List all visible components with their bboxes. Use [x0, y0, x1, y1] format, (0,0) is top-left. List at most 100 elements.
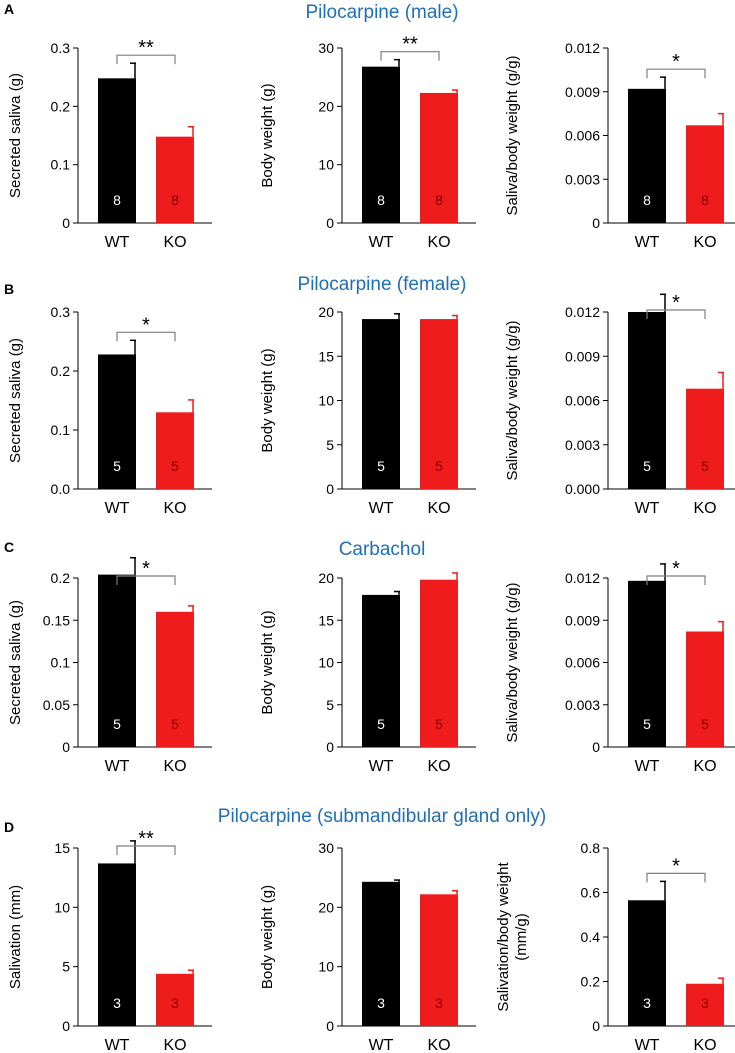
y-tick-label: 0.2: [581, 974, 601, 990]
y-tick-label: 0.009: [565, 612, 600, 628]
sample-size-label: 5: [113, 458, 121, 474]
y-tick-label: 0: [62, 1018, 70, 1034]
y-tick-label: 0.05: [43, 697, 70, 713]
x-category-label: WT: [369, 758, 394, 775]
x-category-label: WT: [105, 234, 130, 251]
y-tick-label: 5: [62, 959, 70, 975]
sample-size-label: 5: [171, 716, 179, 732]
y-tick-label: 0: [62, 215, 70, 231]
x-category-label: KO: [693, 758, 716, 775]
bar-wt: [362, 594, 400, 747]
x-category-label: WT: [635, 500, 660, 517]
y-axis-label: Body weight (g): [259, 83, 276, 187]
y-tick-label: 0.0: [51, 481, 71, 497]
x-category-label: WT: [635, 234, 660, 251]
sample-size-label: 5: [701, 458, 709, 474]
y-tick-label: 0.2: [51, 570, 71, 586]
x-category-label: KO: [427, 758, 450, 775]
x-category-label: KO: [163, 1037, 186, 1053]
y-tick-label: 0.003: [565, 437, 600, 453]
significance-bracket: [380, 51, 440, 61]
y-tick-label: 20: [318, 304, 334, 320]
y-tick-label: 0: [326, 1018, 334, 1034]
sample-size-label: 3: [113, 995, 121, 1011]
y-tick-label: 0: [326, 215, 334, 231]
panel-letter: A: [4, 1, 14, 17]
significance-bracket: [116, 54, 176, 65]
significance-marker: **: [402, 34, 418, 56]
y-axis-label: Salivation (mm): [7, 885, 24, 989]
x-category-label: WT: [369, 500, 394, 517]
y-axis-label: Body weight (g): [259, 885, 276, 989]
sample-size-label: 8: [113, 192, 121, 208]
y-tick-label: 0.3: [51, 40, 71, 56]
y-tick-label: 0: [326, 739, 334, 755]
bar-wt: [362, 881, 400, 1026]
y-tick-label: 0.006: [565, 393, 600, 409]
panel-title: Pilocarpine (submandibular gland only): [218, 806, 546, 827]
significance-bracket: [646, 68, 706, 79]
panel-c: C Carbachol 0 0.05 0.1 0.15 0.2 Secreted saliva…: [4, 539, 735, 775]
chart: 0 0.003 0.006 0.009 0.012 Saliva/body weight …: [504, 40, 735, 251]
x-category-label: KO: [427, 234, 450, 251]
y-tick-label: 0: [326, 481, 334, 497]
significance-bracket: [646, 872, 706, 883]
significance-bracket: [116, 575, 176, 585]
panel-title: Carbachol: [339, 539, 426, 560]
chart: 0 5 10 15 20 Body weight (g) 5 WT 5 KO: [259, 570, 476, 775]
significance-marker: *: [672, 855, 680, 877]
bar-ko: [686, 388, 724, 489]
y-tick-label: 0.006: [565, 655, 600, 671]
significance-bracket: [116, 845, 176, 855]
y-tick-label: 5: [326, 437, 334, 453]
x-category-label: WT: [369, 234, 394, 251]
y-tick-label: 5: [326, 697, 334, 713]
y-tick-label: 15: [54, 840, 70, 856]
y-tick-label: 10: [318, 959, 334, 975]
y-axis-label: Saliva/body weight (g/g): [504, 320, 521, 480]
chart: 0 0.003 0.006 0.009 0.012 Saliva/body weight …: [504, 558, 735, 775]
bar-ko: [420, 894, 458, 1026]
sample-size-label: 3: [701, 995, 709, 1011]
y-tick-label: 30: [318, 40, 334, 56]
sample-size-label: 8: [701, 192, 709, 208]
panel-letter: B: [4, 281, 14, 297]
chart: 0 5 10 15 20 Body weight (g) 5 WT 5 KO: [259, 304, 476, 517]
y-tick-label: 10: [318, 393, 334, 409]
x-category-label: WT: [105, 758, 130, 775]
x-category-label: KO: [693, 234, 716, 251]
sample-size-label: 8: [377, 192, 385, 208]
bar-wt: [362, 66, 400, 224]
chart: 0 10 20 30 Body weight (g) 8 WT 8 KO **: [259, 34, 476, 251]
bar-ko: [420, 92, 458, 224]
panel-d: D Pilocarpine (submandibular gland only) 0…: [4, 806, 735, 1053]
bar-ko: [156, 136, 194, 223]
sample-size-label: 8: [435, 192, 443, 208]
y-tick-label: 0.8: [581, 840, 601, 856]
sample-size-label: 5: [701, 716, 709, 732]
bar-wt: [98, 354, 136, 489]
y-tick-label: 10: [54, 899, 70, 915]
x-category-label: KO: [163, 500, 186, 517]
y-tick-label: 20: [318, 570, 334, 586]
y-tick-label: 0.1: [51, 422, 71, 438]
significance-marker: **: [138, 828, 154, 850]
bar-ko: [686, 631, 724, 747]
y-axis-label: Salivation/body weight: [495, 862, 512, 1012]
y-tick-label: 10: [318, 655, 334, 671]
y-tick-label: 15: [318, 348, 334, 364]
panel-a: A Pilocarpine (male) 0 0.1 0.2 0.3 Secreted sa…: [4, 1, 735, 251]
panel-b: B Pilocarpine (female) 0.0 0.1 0.2 0.3 Secrete…: [4, 274, 735, 517]
significance-bracket: [646, 309, 706, 319]
y-axis-label: Body weight (g): [259, 610, 276, 714]
bar-ko: [686, 125, 724, 223]
significance-marker: *: [142, 558, 150, 580]
chart: 0 10 20 30 Body weight (g) 3 WT 3 KO: [259, 840, 476, 1053]
y-tick-label: 0.3: [51, 304, 71, 320]
y-tick-label: 0.1: [51, 655, 71, 671]
significance-marker: *: [672, 51, 680, 73]
bar-wt: [362, 319, 400, 489]
significance-marker: *: [142, 314, 150, 336]
bar-wt: [98, 78, 136, 223]
